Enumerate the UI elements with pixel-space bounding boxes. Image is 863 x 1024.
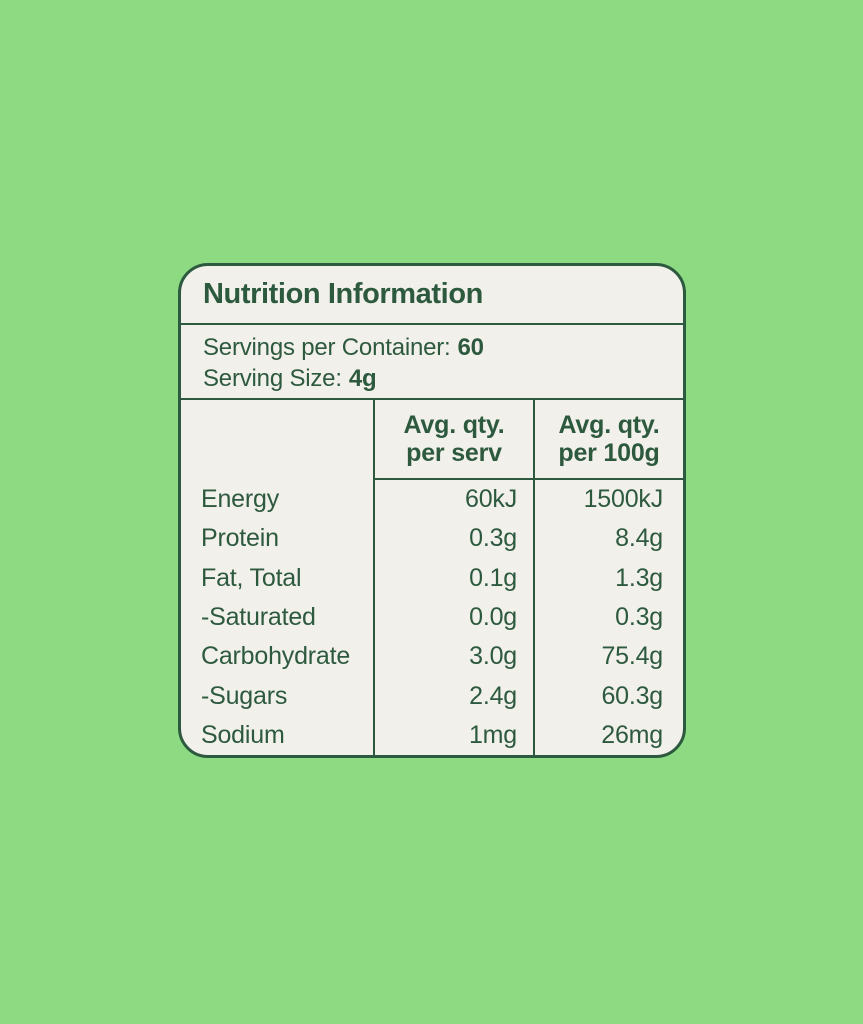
serving-size-value: 4g — [348, 364, 377, 392]
nutrient-label: Protein — [201, 524, 279, 553]
column-header-per-serv: Avg. qty. per serv — [373, 400, 533, 480]
nutrient-label: -Saturated — [201, 602, 316, 631]
nutrition-panel: Nutrition Information Servings per Conta… — [178, 263, 686, 758]
nutrient-label: -Sugars — [201, 681, 288, 710]
value-per-serv: 0.1g — [373, 558, 533, 598]
column-header-nutrient — [181, 400, 373, 480]
value-per-serv: 1mg — [373, 715, 533, 755]
value-per-serv: 0.3g — [373, 519, 533, 559]
servings-per-container-label: Servings per Container: — [203, 333, 451, 361]
panel-title: Nutrition Information — [203, 278, 483, 310]
serving-size-line: Serving Size: 4g — [203, 363, 661, 394]
value-per-serv: 2.4g — [373, 676, 533, 716]
servings-per-container-value: 60 — [457, 333, 484, 361]
value-per-100g: 1.3g — [533, 558, 683, 598]
value-per-100g: 60.3g — [533, 676, 683, 716]
value-per-100g: 0.3g — [533, 597, 683, 638]
nutrient-label: Energy — [201, 485, 280, 514]
column-header-per-serv-line2: per serv — [406, 439, 502, 467]
value-per-100g: 8.4g — [533, 519, 683, 559]
nutrition-table: Avg. qty. per serv Avg. qty. per 100g En… — [181, 400, 683, 755]
nutrient-label: Sodium — [201, 720, 285, 749]
column-header-per-serv-line1: Avg. qty. — [403, 411, 505, 439]
column-header-per-100g: Avg. qty. per 100g — [533, 400, 683, 480]
value-per-100g: 75.4g — [533, 637, 683, 677]
value-per-serv: 0.0g — [373, 597, 533, 638]
nutrient-label: Fat, Total — [201, 563, 302, 592]
servings-per-container-line: Servings per Container: 60 — [203, 332, 661, 363]
value-per-serv: 60kJ — [373, 480, 533, 520]
title-section: Nutrition Information — [181, 266, 683, 325]
serving-size-label: Serving Size: — [203, 364, 342, 392]
value-per-100g: 1500kJ — [533, 480, 683, 520]
nutrient-label: Carbohydrate — [201, 642, 351, 671]
column-header-per-100g-line1: Avg. qty. — [558, 411, 660, 439]
value-per-100g: 26mg — [533, 715, 683, 755]
column-header-per-100g-line2: per 100g — [558, 439, 660, 467]
value-per-serv: 3.0g — [373, 637, 533, 677]
servings-section: Servings per Container: 60 Serving Size: 4… — [181, 325, 683, 400]
